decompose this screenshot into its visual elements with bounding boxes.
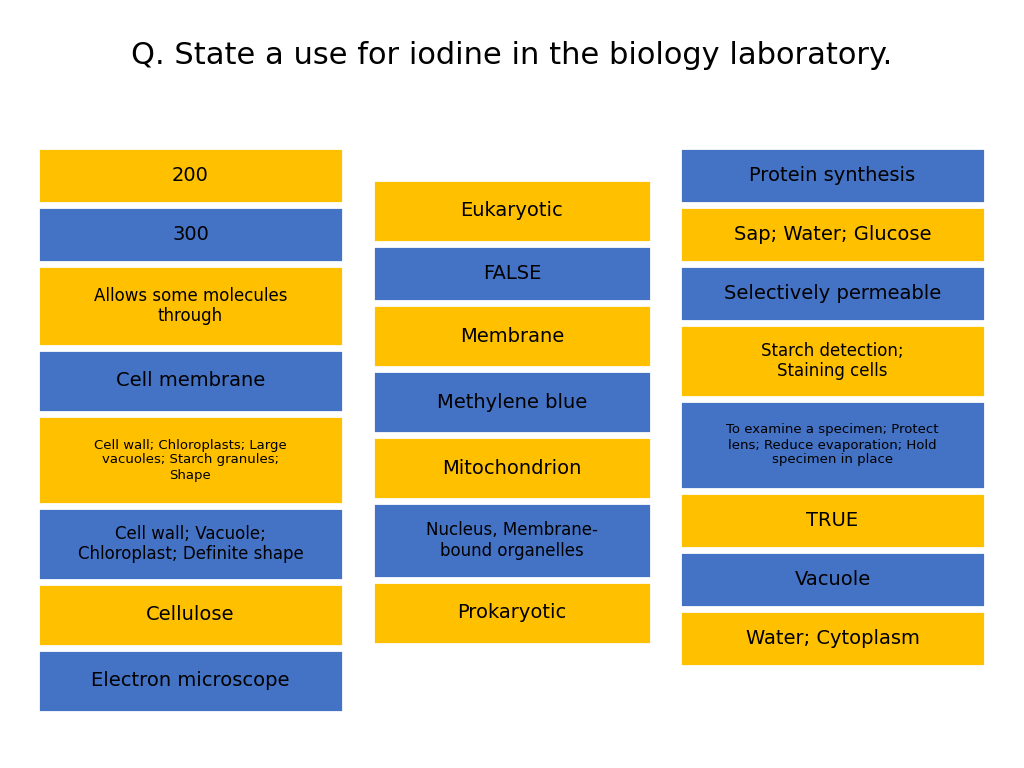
Bar bbox=[373, 437, 651, 499]
Text: Protein synthesis: Protein synthesis bbox=[750, 166, 915, 185]
Text: Sap; Water; Glucose: Sap; Water; Glucose bbox=[734, 225, 931, 244]
Bar bbox=[373, 180, 651, 242]
Bar bbox=[373, 503, 651, 578]
Bar bbox=[680, 401, 985, 489]
Text: TRUE: TRUE bbox=[807, 511, 858, 530]
Bar bbox=[680, 493, 985, 548]
Text: Selectively permeable: Selectively permeable bbox=[724, 284, 941, 303]
Text: Vacuole: Vacuole bbox=[795, 570, 870, 589]
Text: To examine a specimen; Protect
lens; Reduce evaporation; Hold
specimen in place: To examine a specimen; Protect lens; Red… bbox=[726, 423, 939, 466]
Bar bbox=[680, 148, 985, 203]
Text: Allows some molecules
through: Allows some molecules through bbox=[94, 286, 288, 326]
Bar bbox=[38, 584, 343, 646]
Text: Starch detection;
Staining cells: Starch detection; Staining cells bbox=[761, 342, 904, 380]
Bar bbox=[680, 611, 985, 666]
Text: Cellulose: Cellulose bbox=[146, 605, 234, 624]
Bar bbox=[38, 207, 343, 262]
Bar bbox=[38, 148, 343, 203]
Text: 200: 200 bbox=[172, 166, 209, 185]
Text: Electron microscope: Electron microscope bbox=[91, 671, 290, 690]
Text: Eukaryotic: Eukaryotic bbox=[461, 201, 563, 220]
Bar bbox=[373, 582, 651, 644]
Text: Membrane: Membrane bbox=[460, 326, 564, 346]
Text: Cell wall; Chloroplasts; Large
vacuoles; Starch granules;
Shape: Cell wall; Chloroplasts; Large vacuoles;… bbox=[94, 439, 287, 482]
Bar bbox=[680, 552, 985, 607]
Text: Mitochondrion: Mitochondrion bbox=[442, 458, 582, 478]
Text: 300: 300 bbox=[172, 225, 209, 244]
Text: Methylene blue: Methylene blue bbox=[437, 392, 587, 412]
Text: Nucleus, Membrane-
bound organelles: Nucleus, Membrane- bound organelles bbox=[426, 521, 598, 560]
Bar bbox=[38, 508, 343, 580]
Bar bbox=[38, 266, 343, 346]
Text: Q. State a use for iodine in the biology laboratory.: Q. State a use for iodine in the biology… bbox=[131, 41, 893, 69]
Bar bbox=[38, 650, 343, 712]
Bar bbox=[38, 350, 343, 412]
Text: Water; Cytoplasm: Water; Cytoplasm bbox=[745, 629, 920, 648]
Bar bbox=[680, 207, 985, 262]
Text: Cell membrane: Cell membrane bbox=[116, 372, 265, 390]
Bar bbox=[373, 305, 651, 367]
Bar bbox=[373, 246, 651, 301]
Text: Cell wall; Vacuole;
Chloroplast; Definite shape: Cell wall; Vacuole; Chloroplast; Definit… bbox=[78, 525, 303, 564]
Text: FALSE: FALSE bbox=[482, 264, 542, 283]
Bar bbox=[373, 371, 651, 433]
Text: Prokaryotic: Prokaryotic bbox=[458, 604, 566, 623]
Bar bbox=[38, 416, 343, 504]
Bar bbox=[680, 266, 985, 321]
Bar bbox=[680, 325, 985, 397]
